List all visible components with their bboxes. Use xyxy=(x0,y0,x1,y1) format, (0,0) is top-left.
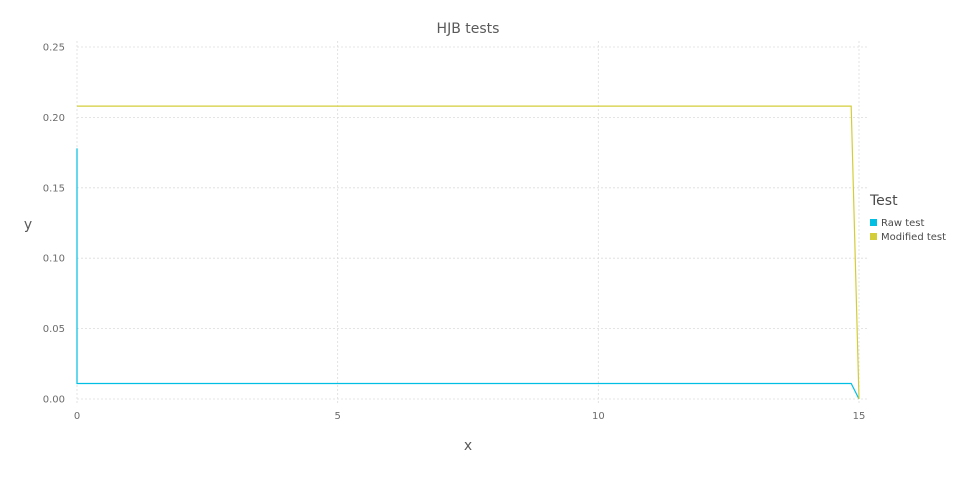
legend-swatch xyxy=(870,219,877,226)
y-tick-label: 0.00 xyxy=(43,395,65,406)
x-axis-ticks: 0 5 10 15 xyxy=(74,411,866,422)
legend-swatch xyxy=(870,233,877,240)
y-axis-ticks: 0.00 0.05 0.10 0.15 0.20 0.25 xyxy=(43,43,65,406)
series xyxy=(76,105,860,400)
y-tick-label: 0.05 xyxy=(43,324,65,335)
legend-title: Test xyxy=(869,193,898,209)
x-tick-label: 0 xyxy=(74,411,80,422)
y-tick-label: 0.20 xyxy=(43,113,65,124)
y-axis-title: y xyxy=(24,217,32,233)
series-line-modified-test xyxy=(77,105,860,400)
x-tick-label: 15 xyxy=(853,411,866,422)
x-tick-label: 5 xyxy=(334,411,340,422)
legend: Test Raw test Modified test xyxy=(869,193,946,243)
grid xyxy=(76,41,867,403)
legend-label: Modified test xyxy=(881,232,946,243)
y-tick-label: 0.15 xyxy=(43,183,65,194)
y-tick-label: 0.10 xyxy=(43,254,65,265)
series-line-raw-test xyxy=(76,148,860,400)
x-axis-title: x xyxy=(464,438,472,454)
chart-title: HJB tests xyxy=(437,21,500,37)
y-tick-label: 0.25 xyxy=(43,43,65,54)
x-tick-label: 10 xyxy=(592,411,605,422)
legend-label: Raw test xyxy=(881,218,924,229)
